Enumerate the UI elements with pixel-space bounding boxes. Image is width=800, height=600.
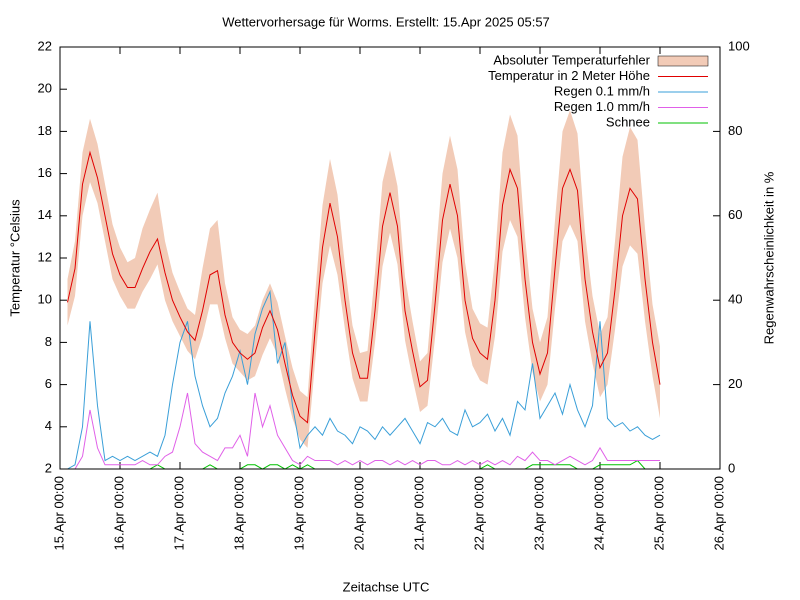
legend-label: Regen 0.1 mm/h [554, 83, 650, 98]
y2-axis-label: Regenwahrscheinlichkeit in % [761, 171, 776, 344]
y-tick-label: 14 [38, 207, 52, 222]
y2-tick-label: 60 [728, 207, 742, 222]
y-tick-label: 6 [45, 376, 52, 391]
error-band [67, 110, 660, 448]
series-line [67, 150, 661, 424]
plot-frame [59, 46, 721, 470]
y-tick-label: 12 [38, 249, 52, 264]
legend-label: Schnee [606, 114, 650, 129]
legend-label: Regen 1.0 mm/h [554, 99, 650, 114]
x-tick-label: 23.Apr 00:00 [531, 476, 546, 550]
y2-tick-label: 40 [728, 292, 742, 307]
chart-title: Wettervorhersage für Worms. Erstellt: 15… [222, 14, 550, 29]
x-tick-label: 25.Apr 00:00 [651, 476, 666, 550]
x-tick-label: 24.Apr 00:00 [591, 476, 606, 550]
x-tick-label: 22.Apr 00:00 [471, 476, 486, 550]
y-axis-label: Temperatur °Celsius [7, 199, 22, 317]
series-line [67, 392, 660, 470]
y2-tick-label: 20 [728, 376, 742, 391]
y-tick-label: 10 [38, 292, 52, 307]
y-tick-label: 4 [45, 418, 52, 433]
x-tick-label: 16.Apr 00:00 [111, 476, 126, 550]
x-tick-label: 15.Apr 00:00 [51, 476, 66, 550]
legend-label: Absoluter Temperaturfehler [493, 52, 650, 67]
y2-tick-label: 0 [728, 460, 735, 475]
y2-tick-label: 100 [728, 38, 750, 53]
y2-tick-label: 80 [728, 123, 742, 138]
series-line [67, 289, 661, 470]
x-tick-label: 26.Apr 00:00 [711, 476, 726, 550]
y-tick-label: 22 [38, 38, 52, 53]
y-tick-label: 16 [38, 165, 52, 180]
x-tick-label: 19.Apr 00:00 [291, 476, 306, 550]
x-tick-label: 20.Apr 00:00 [351, 476, 366, 550]
y-tick-label: 20 [38, 81, 52, 96]
y-tick-label: 2 [45, 460, 52, 475]
x-tick-label: 18.Apr 00:00 [231, 476, 246, 550]
x-axis-label: Zeitachse UTC [343, 579, 430, 594]
legend-swatch [657, 55, 709, 67]
x-tick-label: 17.Apr 00:00 [171, 476, 186, 550]
y-tick-label: 18 [38, 123, 52, 138]
y-tick-label: 8 [45, 334, 52, 349]
x-tick-label: 21.Apr 00:00 [411, 476, 426, 550]
legend-label: Temperatur in 2 Meter Höhe [488, 68, 650, 83]
